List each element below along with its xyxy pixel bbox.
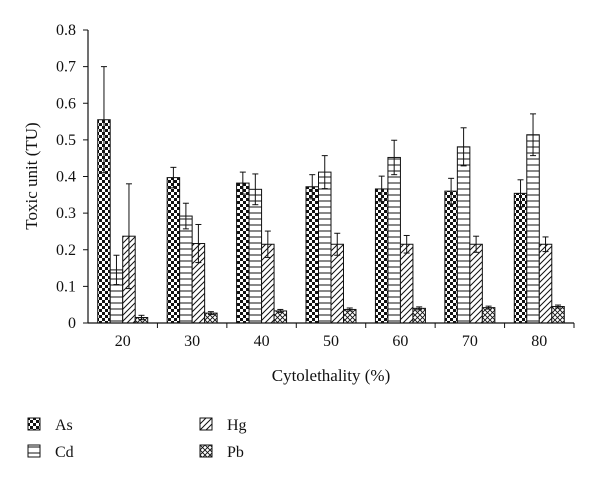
- legend-item-pb: Pb: [199, 444, 244, 461]
- y-ticks: 0 0.1 0.2 0.3 0.4 0.5 0.6 0.7 0.8: [56, 22, 88, 332]
- error-bar-pb-30: [207, 311, 214, 316]
- y-tick-label: 0.6: [56, 95, 76, 112]
- error-bar-cd-80: [530, 113, 537, 157]
- error-bar-cd-30: [182, 202, 189, 230]
- y-tick-label: 0.3: [56, 205, 76, 222]
- error-bar-pb-80: [555, 304, 562, 309]
- y-tick-label: 0.4: [56, 169, 76, 186]
- error-bar-as-30: [170, 166, 177, 189]
- error-bar-pb-70: [485, 305, 492, 310]
- bar-as-70: [444, 190, 458, 324]
- x-tick-label: 30: [184, 333, 200, 350]
- y-tick-label: 0.7: [56, 59, 76, 76]
- bar-cd-40: [248, 188, 263, 324]
- bar-cd-70: [456, 146, 471, 324]
- y-axis-title: Toxic unit (TU): [22, 122, 41, 229]
- error-bars-layer: [100, 66, 562, 321]
- bar-cd-30: [179, 215, 193, 324]
- bar-as-60: [374, 188, 389, 324]
- bars-layer: [97, 119, 565, 324]
- bar-as-50: [305, 186, 319, 324]
- error-bar-hg-40: [264, 230, 271, 258]
- bar-as-40: [236, 182, 250, 324]
- error-bar-pb-50: [346, 307, 353, 312]
- x-axis-title: Cytolethality (%): [272, 366, 391, 385]
- error-bar-as-20: [100, 66, 107, 174]
- bar-cd-50: [318, 171, 332, 324]
- error-bar-hg-80: [542, 236, 549, 253]
- bar-cd-80: [526, 134, 540, 324]
- error-bar-cd-70: [460, 127, 467, 167]
- bar-cd-60: [387, 156, 401, 324]
- y-tick-label: 0: [68, 315, 76, 332]
- legend-label: Hg: [227, 417, 247, 434]
- legend-swatch: [27, 417, 41, 431]
- error-bar-pb-60: [416, 306, 423, 311]
- bar-as-80: [513, 192, 528, 324]
- error-bar-hg-30: [195, 223, 202, 264]
- bar-pb-60: [412, 307, 426, 324]
- error-bar-hg-60: [403, 234, 410, 254]
- error-bar-as-50: [309, 174, 316, 200]
- x-tick-label: 50: [323, 333, 339, 350]
- error-bar-pb-20: [138, 314, 145, 321]
- error-bar-as-80: [517, 179, 524, 208]
- x-tick-label: 20: [115, 333, 131, 350]
- error-bar-cd-60: [391, 139, 398, 176]
- legend-label: Cd: [55, 444, 74, 461]
- x-tick-label: 40: [254, 333, 270, 350]
- legend-label: Pb: [227, 444, 244, 461]
- legend-item-cd: Cd: [27, 444, 74, 461]
- x-tick-label: 60: [392, 333, 408, 350]
- error-bar-hg-70: [473, 235, 480, 253]
- y-tick-label: 0.1: [56, 278, 76, 295]
- bar-hg-70: [469, 243, 483, 324]
- y-tick-label: 0.2: [56, 242, 76, 259]
- x-ticks: 20 30 40 50 60 70 80: [115, 323, 575, 350]
- legend-item-as: As: [27, 417, 73, 434]
- bar-hg-50: [330, 243, 344, 324]
- bar-as-30: [166, 177, 181, 324]
- x-tick-label: 80: [531, 333, 547, 350]
- error-bar-cd-20: [113, 254, 120, 286]
- bar-pb-50: [343, 308, 357, 324]
- legend-swatch: [27, 444, 41, 458]
- error-bar-as-40: [239, 171, 246, 195]
- error-bar-cd-50: [321, 155, 328, 190]
- legend-item-hg: Hg: [199, 417, 247, 434]
- error-bar-hg-20: [125, 183, 132, 290]
- error-bar-pb-40: [277, 308, 284, 313]
- legend-swatch: [199, 444, 213, 458]
- bar-hg-80: [538, 243, 553, 324]
- bar-pb-80: [551, 306, 565, 324]
- error-bar-as-60: [378, 175, 385, 203]
- error-bar-hg-50: [334, 232, 341, 256]
- bar-pb-70: [481, 307, 496, 324]
- bar-hg-60: [399, 243, 414, 324]
- y-tick-label: 0.8: [56, 22, 76, 39]
- legend-label: As: [55, 417, 73, 434]
- error-bar-cd-40: [252, 173, 259, 206]
- legend-swatch: [199, 417, 213, 431]
- legend: As Cd Hg Pb: [27, 417, 247, 461]
- error-bar-as-70: [448, 177, 455, 205]
- y-tick-label: 0.5: [56, 132, 76, 149]
- x-tick-label: 70: [462, 333, 478, 350]
